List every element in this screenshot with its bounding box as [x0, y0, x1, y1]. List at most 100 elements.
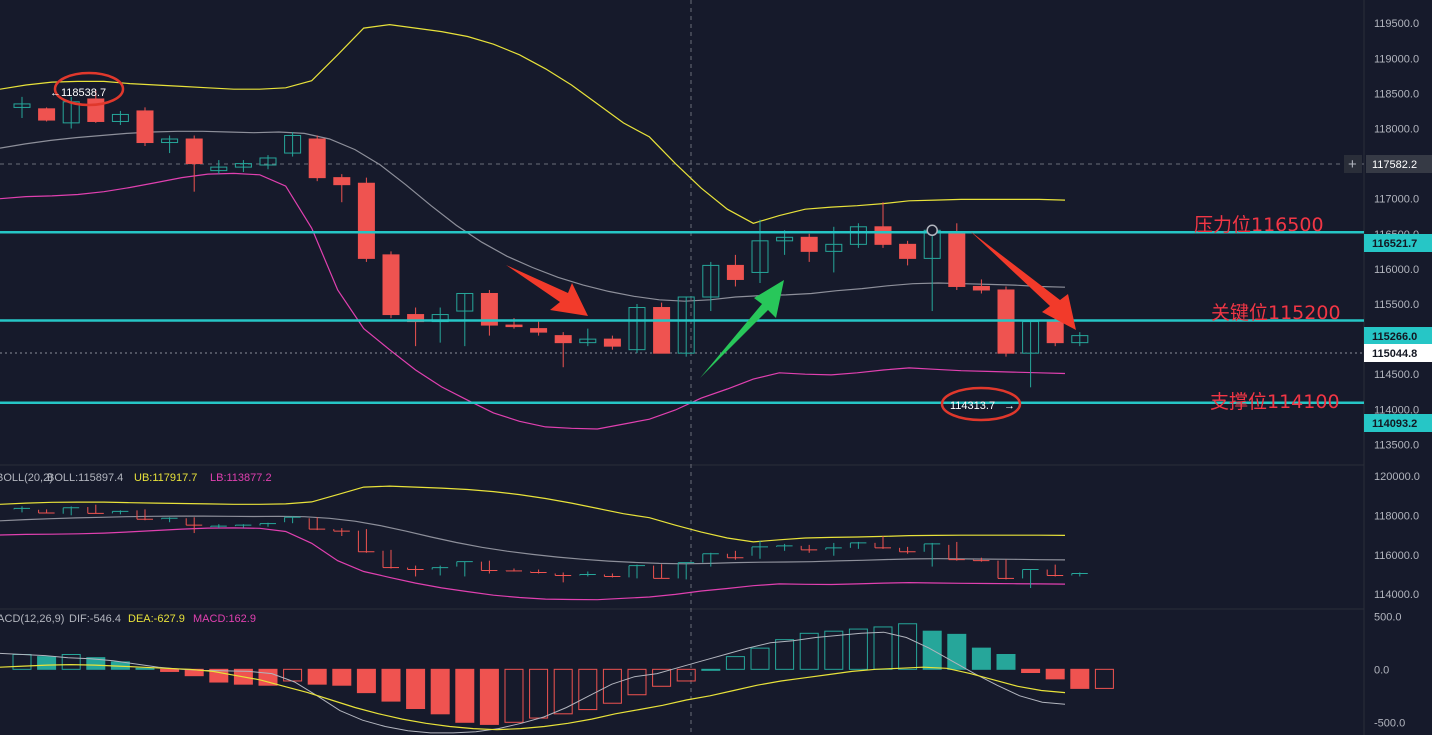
boll-tick-label: 116000.0: [1374, 550, 1419, 562]
macd-histogram-bar: [504, 668, 524, 723]
high-marker-value: 118538.7: [61, 87, 106, 99]
price-tick-label: 116000.0: [1374, 264, 1419, 276]
price-tick-label: 118000.0: [1374, 123, 1419, 135]
candle: [702, 264, 720, 298]
crosshair-price-badge: + 117582.2: [1344, 155, 1432, 173]
main-candles[interactable]: [13, 90, 1089, 388]
green-arrow-up: [700, 280, 784, 378]
candle: [185, 138, 203, 165]
boll-tick-label: 114000.0: [1374, 589, 1419, 601]
candle: [161, 138, 179, 144]
macd-histogram-bar: [455, 668, 475, 723]
macd-histogram-bar: [86, 657, 106, 670]
macd-histogram-bar: [61, 653, 81, 670]
candle: [111, 113, 129, 122]
high-marker-arrow: ←: [50, 87, 61, 99]
candle: [800, 236, 818, 252]
alert-marker: [926, 224, 938, 237]
price-tick-label: 119000.0: [1374, 53, 1419, 65]
boll-legend: BOLL(20,2) BOLL:115897.4 UB:117917.7 LB:…: [0, 472, 272, 484]
resistance-badge-value: 116521.7: [1372, 238, 1417, 250]
main-bollinger-bands: [0, 23, 1066, 430]
candle: [210, 166, 228, 172]
boll-tick-label: 120000.0: [1374, 471, 1420, 483]
macd-histogram-bar: [602, 668, 622, 704]
chart-grid: [0, 0, 1365, 735]
chart-annotations: [926, 224, 938, 237]
candle: [899, 243, 917, 259]
candle: [284, 135, 302, 154]
upper-band-line: [0, 23, 1066, 224]
candle: [653, 307, 671, 354]
support-label: 支撑位114100: [1210, 391, 1340, 413]
price-tick-label: 114500.0: [1374, 369, 1419, 381]
candle: [259, 157, 277, 166]
macd-indicator-panel[interactable]: [0, 623, 1114, 734]
macd-histogram-bar: [652, 668, 672, 687]
key-level-label: 关键位115200: [1211, 302, 1341, 324]
macd-histogram-bar: [775, 639, 795, 670]
macd-histogram-bar: [1070, 668, 1090, 689]
candle: [38, 108, 56, 121]
low-marker: 114313.7 →: [940, 386, 1022, 422]
macd-histogram-bar: [553, 668, 573, 715]
lower-band-line: [0, 172, 1066, 430]
macd-histogram-bar: [307, 668, 327, 685]
low-marker-arrow: →: [1004, 400, 1015, 412]
macd-histogram-bar: [406, 668, 426, 710]
boll-indicator-panel[interactable]: [0, 485, 1088, 601]
candle: [357, 182, 375, 259]
macd-histogram-bar: [381, 668, 401, 702]
boll-lower-line: [0, 527, 1066, 601]
macd-histogram-bar: [824, 630, 844, 670]
macd-histogram-bar: [750, 647, 770, 670]
candle: [849, 226, 867, 245]
macd-histogram-bar: [799, 632, 819, 670]
price-tick-label: 119500.0: [1374, 18, 1419, 30]
macd-legend: MACD(12,26,9) DIF:-546.4 DEA:-627.9 MACD…: [0, 613, 256, 625]
macd-legend-macd: MACD:162.9: [193, 613, 256, 625]
candle: [480, 292, 498, 326]
last-price-badge: 115044.8: [1364, 344, 1432, 362]
macd-legend-dea: DEA:-627.9: [128, 613, 185, 625]
candle: [603, 338, 621, 347]
candle: [87, 98, 105, 122]
price-levels[interactable]: [0, 231, 1364, 405]
candle: [530, 328, 548, 333]
boll-legend-name: BOLL(20,2): [0, 472, 53, 484]
price-tick-label: 118500.0: [1374, 88, 1419, 100]
macd-dea-line: [0, 663, 1066, 731]
boll-upper-line: [0, 485, 1066, 543]
price-tick-label: 114000.0: [1374, 404, 1419, 416]
candle: [677, 296, 695, 354]
candle: [1046, 321, 1064, 344]
macd-histogram-bar: [676, 668, 696, 682]
macd-histogram-bar: [627, 668, 647, 696]
boll-legend-mid: BOLL:115897.4: [47, 472, 123, 484]
macd-legend-dif: DIF:-546.4: [69, 613, 121, 625]
macd-histogram-bar: [258, 668, 278, 686]
crosshair-price: 117582.2: [1372, 159, 1417, 171]
candle: [776, 236, 794, 242]
candle: [874, 226, 892, 245]
price-tick-label: 117000.0: [1374, 194, 1419, 206]
middle-band-line: [0, 130, 1066, 302]
candle: [1071, 335, 1089, 344]
candle: [308, 138, 326, 179]
macd-legend-name: MACD(12,26,9): [0, 613, 64, 625]
macd-histogram-bar: [1045, 668, 1065, 680]
low-marker-value: 114313.7: [950, 400, 995, 412]
macd-tick-label: 0.0: [1374, 664, 1389, 676]
resistance-label: 压力位116500: [1194, 214, 1324, 236]
price-tick-label: 113500.0: [1374, 439, 1419, 451]
macd-histogram-bar: [898, 623, 918, 670]
macd-histogram-bar: [848, 628, 868, 670]
candle: [382, 254, 400, 316]
boll-middle-line: [0, 515, 1066, 565]
key-level-badge: 115266.0: [1364, 327, 1432, 345]
macd-histogram-bar: [160, 668, 180, 672]
macd-histogram-bar: [1094, 668, 1114, 689]
macd-histogram-bar: [37, 656, 57, 670]
